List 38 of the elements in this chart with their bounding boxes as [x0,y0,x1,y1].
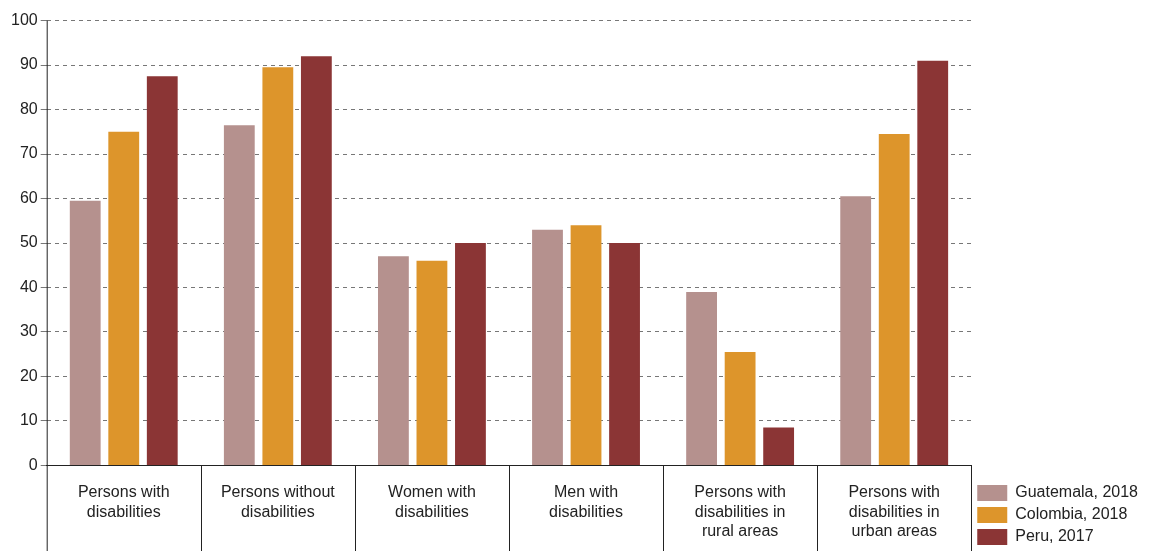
legend-label: Peru, 2017 [1015,527,1094,545]
y-tick-label: 50 [19,233,38,251]
bar [609,243,640,465]
bar [146,76,178,465]
y-tick-label: 90 [19,55,38,73]
x-tick-label: Women with disabilities [388,483,476,520]
y-tick-label: 20 [19,366,38,384]
y-tick-label: 70 [19,144,38,162]
legend-label: Guatemala, 2018 [1015,483,1139,501]
x-tick-label: Persons without disabilities [220,483,336,520]
bar [686,291,717,465]
bar [570,225,602,465]
y-tick-label: 40 [19,277,38,295]
bar [223,125,255,465]
bar [69,200,101,465]
y-tick-label: 60 [19,188,38,206]
x-tick-label: Persons with disabilities in urban areas [848,483,940,539]
bar [455,243,486,465]
bar [532,229,563,465]
y-tick-label: 80 [19,99,38,117]
legend-label: Colombia, 2018 [1015,505,1128,523]
bar [878,134,910,465]
x-tick-label: Men with disabilities [549,483,623,520]
bar [300,56,332,465]
y-tick-label: 30 [19,322,38,340]
y-tick-label: 0 [28,455,38,473]
bar [377,256,409,465]
y-tick-label: 10 [19,411,38,429]
bar [724,351,756,465]
bar [108,131,140,465]
x-tick-label: Persons with disabilities in rural areas [694,483,786,539]
bar [840,196,872,465]
bar [917,60,949,465]
x-tick-label: Persons with disabilities [77,483,170,520]
bar [416,260,448,465]
y-tick-label: 100 [10,11,38,29]
bar [763,427,795,465]
bar [262,67,294,465]
